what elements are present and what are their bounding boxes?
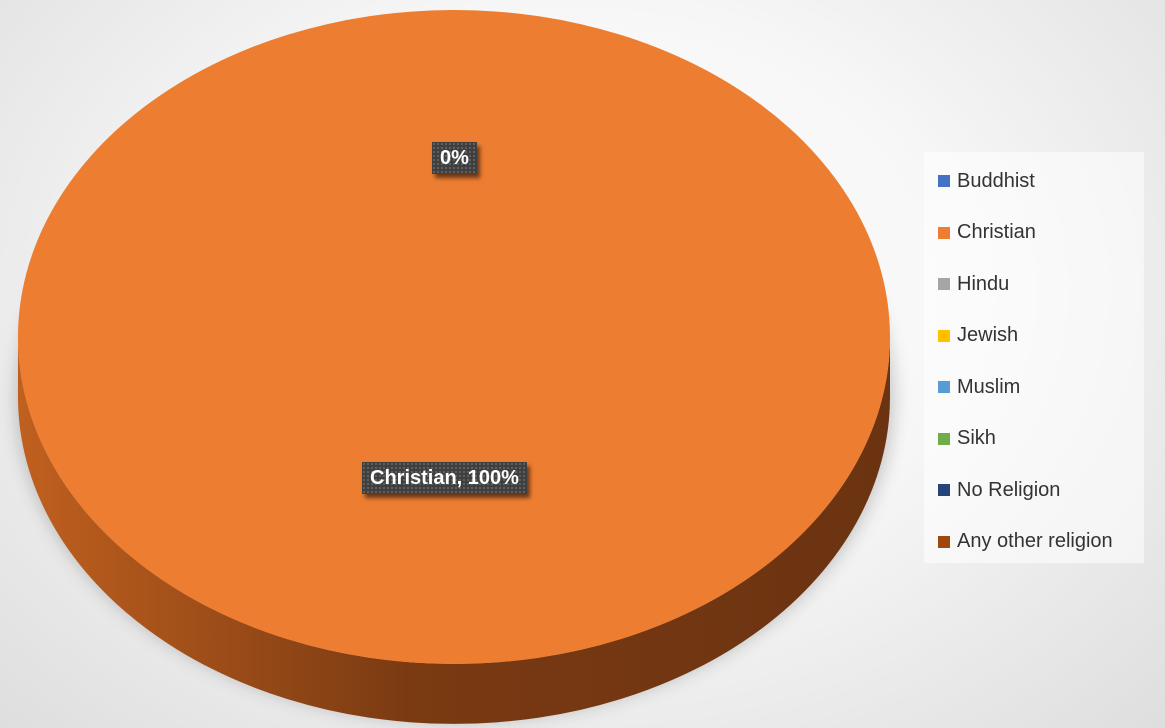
legend-swatch [938,329,950,342]
legend-label: Jewish [957,324,1019,346]
legend-item: No Religion [938,477,1060,503]
legend-swatch [938,535,950,548]
legend-swatch [938,432,950,445]
chart-legend: Buddhist Christian Hindu Jewish Muslim Sikh No… [924,152,1144,563]
legend-label: Christian [957,221,1036,243]
pie-slice-christian [18,10,890,664]
legend-swatch [938,226,950,239]
legend-swatch [938,381,950,393]
legend-item: Jewish [938,323,1018,349]
legend-label: Buddhist [957,169,1035,192]
legend-item: Buddhist [938,168,1035,194]
legend-swatch [938,278,950,290]
legend-item: Christian [938,220,1036,246]
legend-label: Sikh [957,427,996,449]
legend-label: Any other religion [957,530,1113,552]
data-label-christian: Christian, 100% [362,462,527,494]
legend-label: No Religion [957,478,1061,501]
legend-swatch [938,484,950,496]
legend-label: Muslim [957,375,1021,398]
legend-label: Hindu [957,272,1010,295]
legend-item: Hindu [938,271,1009,297]
pie-slice-side-christian [18,337,890,724]
legend-swatch [938,175,950,187]
data-label-zero: 0% [432,142,477,174]
legend-item: Sikh [938,426,996,452]
legend-item: Any other religion [938,529,1113,555]
legend-item: Muslim [938,374,1020,400]
